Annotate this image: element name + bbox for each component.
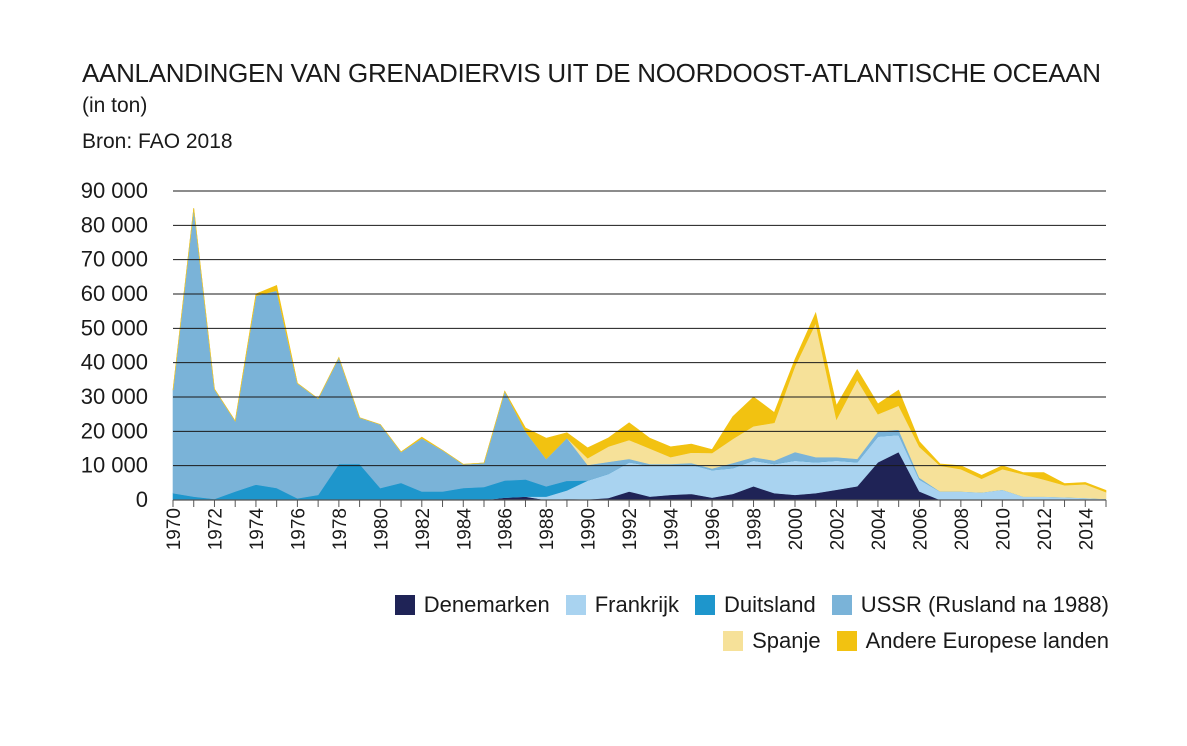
- legend-swatch-duitsland: [695, 595, 716, 615]
- legend-swatch-denemarken: [394, 595, 415, 615]
- x-tick-label: 2008: [952, 508, 973, 550]
- y-tick-label: 20 000: [81, 418, 148, 443]
- legend-row-2: Spanje Andere Europese landen: [723, 628, 1109, 654]
- x-tick-label: 1972: [205, 508, 226, 550]
- x-tick-label: 1988: [537, 508, 558, 550]
- x-tick-label: 2012: [1035, 508, 1056, 550]
- legend-swatch-frankrijk: [565, 595, 586, 615]
- y-tick-label: 90 000: [81, 178, 148, 203]
- area-series-andere-europese-landen: [172, 208, 1107, 493]
- legend-swatch-ussr: [831, 595, 852, 615]
- chart-areas: [172, 208, 1107, 501]
- y-tick-label: 80 000: [81, 212, 148, 237]
- x-tick-label: 1974: [247, 508, 268, 551]
- legend-label-denemarken: Denemarken: [423, 592, 550, 617]
- legend-label-spanje: Spanje: [752, 628, 821, 653]
- legend-label-frankrijk: Frankrijk: [594, 592, 680, 617]
- x-tick-label: 1990: [579, 508, 600, 550]
- x-tick-label: 2010: [993, 508, 1014, 550]
- legend-label-duitsland: Duitsland: [724, 592, 816, 617]
- x-tick-label: 1982: [413, 508, 434, 550]
- y-tick-label: 40 000: [81, 350, 148, 375]
- legend-item-frankrijk: Frankrijk: [565, 592, 680, 618]
- x-axis-labels: 1970 1972 1974 1976 1978 1980 1982 1984 1986 1988…: [164, 508, 1097, 551]
- y-tick-label: 10 000: [81, 453, 148, 478]
- chart-subtitle: (in ton): [82, 94, 148, 117]
- x-tick-label: 2002: [827, 508, 848, 550]
- legend-item-denemarken: Denemarken: [394, 592, 550, 618]
- x-tick-label: 1998: [745, 508, 766, 550]
- y-tick-label: 0: [136, 487, 148, 512]
- x-tick-label: 1976: [288, 508, 309, 550]
- legend-item-andere: Andere Europese landen: [836, 628, 1109, 654]
- x-axis: [172, 499, 1107, 507]
- legend-item-duitsland: Duitsland: [695, 592, 816, 618]
- x-tick-label: 2000: [786, 508, 807, 550]
- x-tick-label: 2004: [869, 508, 890, 551]
- x-tick-label: 1980: [371, 508, 392, 550]
- x-tick-label: 2006: [910, 508, 931, 550]
- legend-item-spanje: Spanje: [723, 628, 821, 654]
- chart-source: Bron: FAO 2018: [82, 130, 233, 153]
- y-tick-label: 30 000: [81, 384, 148, 409]
- x-tick-label: 1978: [330, 508, 351, 550]
- x-tick-label: 1992: [620, 508, 641, 550]
- x-tick-label: 1994: [662, 508, 683, 551]
- y-tick-label: 70 000: [81, 247, 148, 272]
- legend-item-ussr: USSR (Rusland na 1988): [831, 592, 1109, 618]
- legend-label-ussr: USSR (Rusland na 1988): [860, 592, 1109, 617]
- legend-swatch-spanje: [723, 631, 744, 651]
- chart-title: AANLANDINGEN VAN GRENADIERVIS UIT DE NOO…: [82, 58, 1101, 88]
- x-tick-label: 1984: [454, 508, 475, 551]
- x-tick-label: 1986: [496, 508, 517, 550]
- legend-label-andere: Andere Europese landen: [865, 628, 1109, 653]
- y-axis-labels: 0 10 000 20 000 30 000 40 000 50 000 60 000 70 …: [81, 178, 148, 512]
- legend-row-1: Denemarken Frankrijk Duitsland USSR (Rus…: [394, 592, 1109, 618]
- x-tick-label: 2014: [1076, 508, 1097, 551]
- x-tick-label: 1996: [703, 508, 724, 550]
- y-tick-label: 60 000: [81, 281, 148, 306]
- gridlines: [173, 190, 1106, 467]
- legend-swatch-andere: [836, 631, 857, 651]
- y-tick-label: 50 000: [81, 315, 148, 340]
- x-tick-label: 1970: [164, 508, 185, 550]
